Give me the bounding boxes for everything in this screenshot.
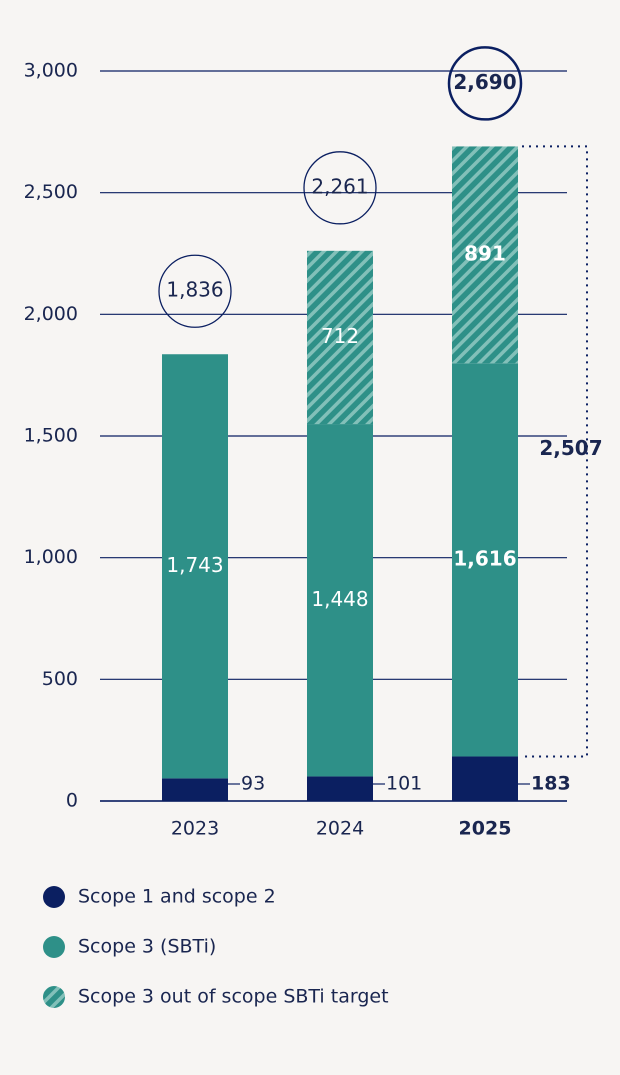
value-label: 712 [321, 324, 359, 348]
total-circle [303, 151, 377, 225]
y-tick-label: 500 [42, 668, 78, 690]
x-tick-label: 2024 [316, 818, 364, 840]
total-label: 1,836 [166, 278, 223, 302]
value-label: 891 [464, 241, 506, 265]
bar-segment [452, 146, 518, 364]
bar-segment [307, 776, 373, 801]
y-tick-label: 2,500 [24, 181, 78, 203]
legend-swatch [43, 886, 65, 908]
total-label: 2,261 [311, 174, 368, 198]
value-label: 183 [531, 773, 571, 795]
bar-segment [162, 778, 228, 801]
y-tick-label: 3,000 [24, 60, 78, 82]
legend-swatch [43, 986, 65, 1008]
y-tick-label: 1,500 [24, 425, 78, 447]
x-tick-label: 2023 [171, 818, 219, 840]
value-label: 1,616 [453, 546, 516, 570]
bar-segment [452, 363, 518, 757]
y-tick-label: 2,000 [24, 303, 78, 325]
x-tick-label: 2025 [459, 818, 512, 840]
legend-label: Scope 3 out of scope SBTi target [78, 986, 389, 1008]
value-label: 1,743 [166, 553, 223, 577]
bar-segment [307, 424, 373, 777]
legend-swatch [43, 936, 65, 958]
annotation-label: 2,507 [539, 436, 602, 460]
total-circle [447, 46, 523, 121]
bar-segment [307, 250, 373, 425]
value-label: 93 [241, 773, 265, 795]
total-circle [158, 254, 232, 328]
bar-segment [452, 756, 518, 801]
y-tick-label: 0 [66, 790, 78, 812]
bar-segment [162, 354, 228, 779]
legend-label: Scope 3 (SBTi) [78, 936, 216, 958]
value-label: 1,448 [311, 587, 368, 611]
value-label: 101 [386, 773, 422, 795]
annotation-bracket [522, 145, 588, 758]
legend-label: Scope 1 and scope 2 [78, 886, 276, 908]
y-tick-label: 1,000 [24, 546, 78, 568]
total-label: 2,690 [453, 70, 516, 94]
